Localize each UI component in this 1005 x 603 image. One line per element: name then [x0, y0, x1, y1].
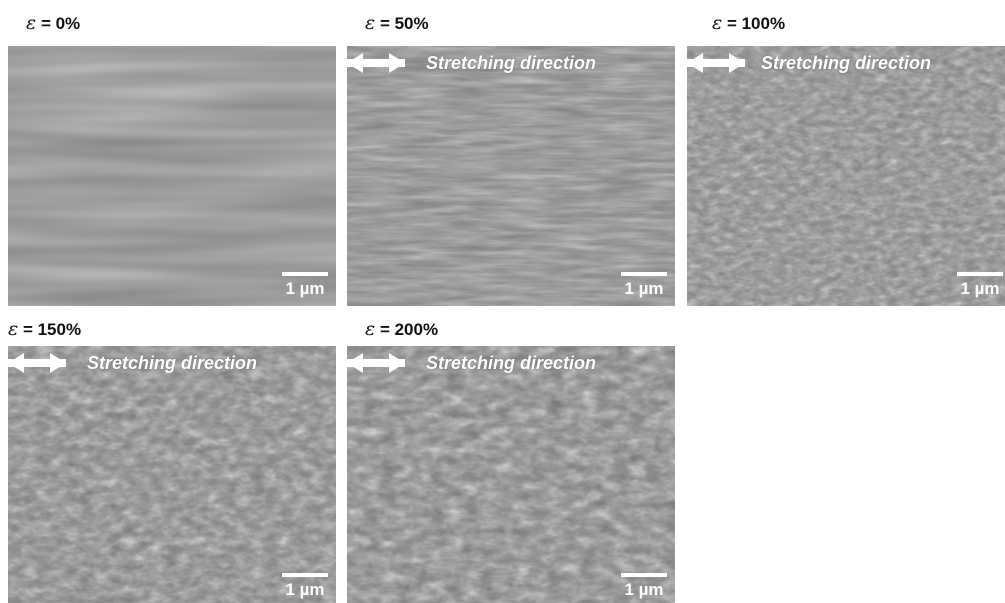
- panel-label: ε = 100%: [712, 8, 785, 38]
- scale-bar: 1 µm: [957, 272, 1003, 298]
- sem-texture: [8, 346, 336, 603]
- stretching-direction-label: Stretching direction: [425, 353, 596, 373]
- panel-label: ε = 150%: [8, 314, 81, 344]
- stretching-direction-indicator: Stretching direction: [347, 48, 675, 78]
- sem-panel-strain-200: ε = 200% Stretching direction: [347, 314, 675, 603]
- strain-symbol: ε: [8, 318, 19, 340]
- scale-bar-line: [282, 272, 328, 276]
- strain-value: = 50%: [379, 14, 429, 33]
- scale-bar-label: 1 µm: [285, 580, 325, 599]
- strain-symbol: ε: [365, 318, 376, 340]
- stretching-direction-indicator: Stretching direction: [687, 48, 1005, 78]
- scale-bar-label: 1 µm: [624, 580, 664, 599]
- strain-value: = 150%: [22, 320, 82, 339]
- strain-symbol: ε: [365, 12, 376, 34]
- strain-value: = 200%: [379, 320, 439, 339]
- sem-texture: [347, 46, 675, 306]
- sem-texture: [347, 346, 675, 603]
- scale-bar-line: [621, 272, 667, 276]
- scale-bar-line: [621, 573, 667, 577]
- scale-bar-label: 1 µm: [960, 279, 1000, 298]
- sem-micrograph: Stretching direction 1 µm: [8, 346, 336, 603]
- sem-micrograph: 1 µm: [8, 46, 336, 306]
- panel-label: ε = 200%: [365, 314, 438, 344]
- strain-symbol: ε: [26, 12, 37, 34]
- arrow-right-icon: [347, 353, 405, 373]
- scale-bar: 1 µm: [621, 573, 667, 599]
- scale-bar-line: [957, 272, 1003, 276]
- stretching-direction-label: Stretching direction: [425, 53, 596, 73]
- strain-value: = 100%: [726, 14, 786, 33]
- sem-panel-strain-50: ε = 50% Stretching direction: [347, 8, 675, 306]
- scale-bar: 1 µm: [282, 573, 328, 599]
- sem-panel-strain-100: ε = 100% Stretching direction: [687, 8, 1005, 306]
- panel-label: ε = 0%: [26, 8, 80, 38]
- arrow-right-icon: [687, 53, 745, 73]
- stretching-direction-label: Stretching direction: [760, 53, 931, 73]
- sem-panel-strain-150: ε = 150% Stretching direction: [8, 314, 336, 603]
- strain-symbol: ε: [712, 12, 723, 34]
- stretching-direction-label: Stretching direction: [86, 353, 257, 373]
- arrow-right-icon: [347, 53, 405, 73]
- sem-texture: [687, 46, 1005, 306]
- stretching-direction-indicator: Stretching direction: [347, 348, 675, 378]
- scale-bar-label: 1 µm: [624, 279, 664, 298]
- scale-bar: 1 µm: [621, 272, 667, 298]
- sem-panel-strain-0: ε = 0% 1 µm: [8, 8, 336, 306]
- sem-micrograph: Stretching direction 1 µm: [347, 346, 675, 603]
- stretching-direction-indicator: Stretching direction: [8, 348, 336, 378]
- strain-value: = 0%: [40, 14, 81, 33]
- arrow-right-icon: [8, 353, 66, 373]
- scale-bar-line: [282, 573, 328, 577]
- sem-micrograph: Stretching direction 1 µm: [347, 46, 675, 306]
- panel-label: ε = 50%: [365, 8, 429, 38]
- scale-bar: 1 µm: [282, 272, 328, 298]
- sem-micrograph: Stretching direction 1 µm: [687, 46, 1005, 306]
- sem-texture: [8, 46, 336, 306]
- scale-bar-label: 1 µm: [285, 279, 325, 298]
